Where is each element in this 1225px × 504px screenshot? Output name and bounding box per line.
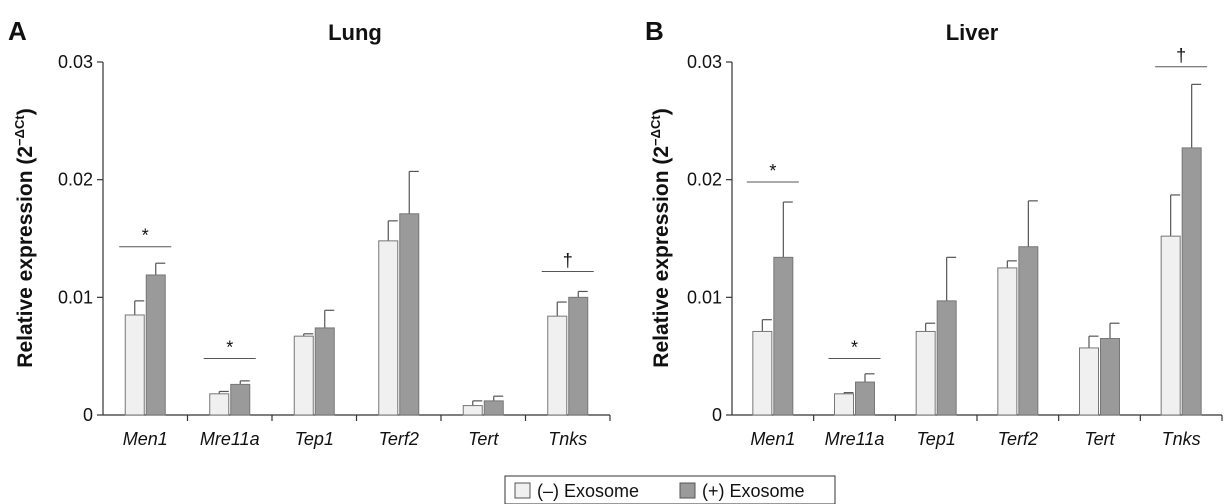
- x-tick-label: Mre11a: [200, 429, 260, 449]
- chart-title: Lung: [328, 20, 382, 45]
- y-axis-label: Relative expression (2−ΔCt): [12, 108, 37, 367]
- x-tick-label: Tnks: [1162, 429, 1201, 449]
- bar: [752, 330, 773, 416]
- y-tick-label: 0.02: [687, 170, 722, 190]
- panel-b-liver: B Liver Relative expression (2−ΔCt) 0 0.01 0.…: [645, 16, 1223, 449]
- x-tick-label: Men1: [123, 429, 168, 449]
- bar: [834, 393, 854, 416]
- x-tick-label: Men1: [750, 429, 795, 449]
- legend-swatch-minus-exosome: [514, 482, 531, 499]
- y-tick-label: 0: [712, 405, 722, 425]
- bar: [293, 335, 314, 416]
- significance-marker: *: [851, 338, 858, 358]
- significance-marker: *: [142, 226, 149, 246]
- x-tick-label: Mre11a: [825, 429, 885, 449]
- bar: [230, 383, 251, 416]
- y-tick-label: 0: [83, 405, 93, 425]
- bar: [773, 256, 794, 416]
- bar: [1160, 235, 1181, 416]
- x-tick-label: Tep1: [295, 429, 334, 449]
- bar: [483, 400, 504, 416]
- bar: [399, 213, 420, 416]
- bar: [1079, 347, 1099, 416]
- panel-a-lung: A Lung Relative expression (2−ΔCt) 0 0.01 0.0…: [8, 16, 611, 449]
- legend: (–) Exosome (+) Exosome: [504, 475, 836, 504]
- bar: [568, 296, 589, 416]
- chart-title: Liver: [946, 20, 999, 45]
- legend-label-plus-exosome: (+) Exosome: [702, 481, 805, 501]
- x-tick-label: Tert: [468, 429, 499, 449]
- y-tick-label: 0.02: [58, 170, 93, 190]
- bar: [124, 314, 145, 416]
- y-tick-label: 0.03: [58, 52, 93, 72]
- bar: [209, 393, 230, 416]
- significance-marker: *: [226, 338, 233, 358]
- x-tick-label: Terf2: [379, 429, 419, 449]
- bar: [936, 300, 957, 416]
- legend-label-minus-exosome: (–) Exosome: [537, 481, 639, 501]
- y-tick-label: 0.03: [687, 52, 722, 72]
- bar: [1100, 338, 1120, 416]
- legend-swatch-plus-exosome: [679, 482, 696, 499]
- significance-marker: †: [1176, 46, 1186, 66]
- bar: [378, 240, 399, 416]
- bar: [997, 267, 1018, 416]
- bar: [547, 315, 568, 416]
- x-tick-label: Tnks: [548, 429, 587, 449]
- y-tick-label: 0.01: [58, 287, 93, 307]
- legend-frame: [504, 475, 836, 504]
- bar: [915, 330, 936, 416]
- significance-marker: *: [769, 161, 776, 181]
- x-tick-label: Tep1: [916, 429, 955, 449]
- significance-marker: †: [563, 250, 573, 270]
- x-tick-label: Tert: [1084, 429, 1115, 449]
- y-axis-label: Relative expression (2−ΔCt): [648, 108, 673, 367]
- bar: [462, 405, 483, 416]
- bar: [1181, 147, 1202, 416]
- y-tick-label: 0.01: [687, 287, 722, 307]
- bar: [855, 381, 875, 416]
- panel-letter: A: [8, 16, 27, 46]
- bar: [145, 274, 166, 416]
- bar: [314, 327, 335, 416]
- bar: [1018, 246, 1039, 416]
- panel-letter: B: [645, 16, 664, 46]
- x-tick-label: Terf2: [998, 429, 1038, 449]
